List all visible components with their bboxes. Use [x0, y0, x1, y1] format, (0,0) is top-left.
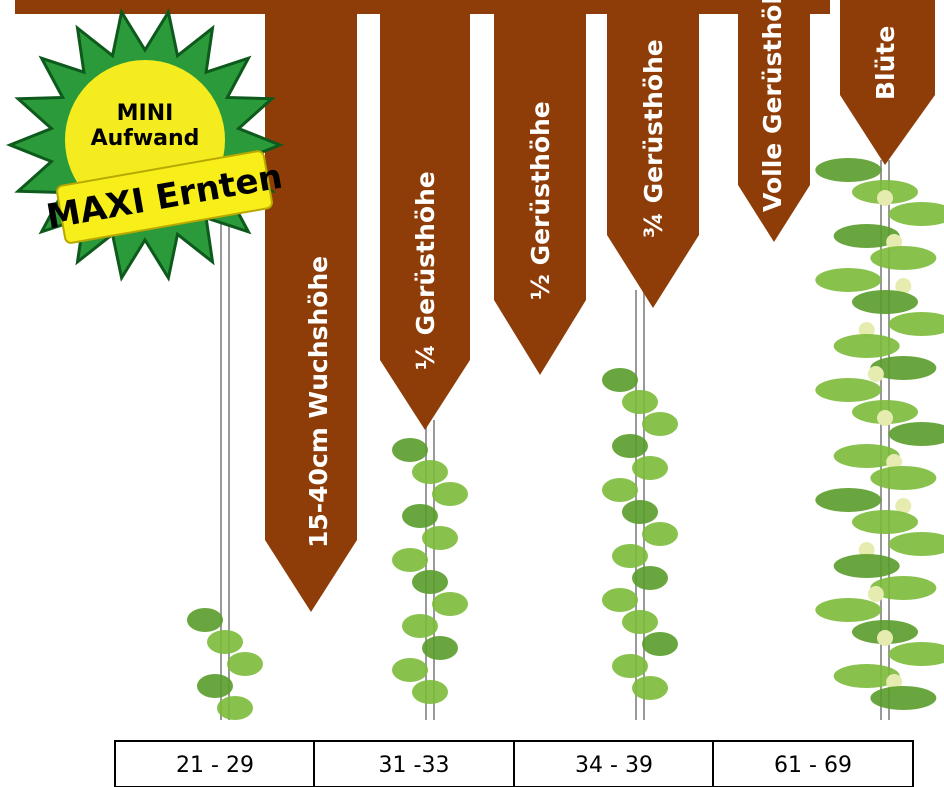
table-cell: 31 -33 [379, 753, 450, 778]
plant-part [217, 696, 253, 720]
plant-part [197, 674, 233, 698]
plant-part [602, 368, 638, 392]
plant-part [877, 410, 893, 426]
table: 21 - 29 31 -33 34 - 39 61 - 69 [115, 741, 913, 787]
plant-part [834, 334, 900, 358]
plant-part [402, 614, 438, 638]
plant-part [868, 586, 884, 602]
plant-part [852, 290, 918, 314]
stage-label: ¼ Gerüsthöhe [411, 171, 440, 370]
plant-part [392, 438, 428, 462]
plant-part [877, 630, 893, 646]
table-cell: 21 - 29 [176, 753, 254, 778]
plant-part [815, 378, 881, 402]
plant-part [870, 246, 936, 270]
plant-part [622, 500, 658, 524]
plant-part [402, 504, 438, 528]
plant-part [889, 532, 944, 556]
plant-part [227, 652, 263, 676]
plant-part [889, 422, 944, 446]
plant-part [642, 632, 678, 656]
plant-part [834, 554, 900, 578]
plant-part [422, 526, 458, 550]
badge-line1: MINI [117, 101, 174, 126]
plant-part [412, 680, 448, 704]
stage-label: 15-40cm Wuchshöhe [304, 256, 333, 548]
stage-label: ¾ Gerüsthöhe [639, 39, 668, 238]
plant-part [889, 202, 944, 226]
plant-part [432, 592, 468, 616]
stage-label: Volle Gerüsthöhe [758, 0, 787, 212]
plant-part [632, 456, 668, 480]
plant-part [392, 658, 428, 682]
table-cell: 61 - 69 [774, 753, 852, 778]
stage-label: ½ Gerüsthöhe [526, 101, 555, 300]
plant-part [207, 630, 243, 654]
badge: MINI Aufwand MAXI Ernten [10, 12, 287, 278]
plant-part [632, 676, 668, 700]
plant-part [612, 654, 648, 678]
plant-part [815, 268, 881, 292]
plant-part [815, 598, 881, 622]
plant-part [877, 190, 893, 206]
plant-part [612, 434, 648, 458]
plant-part [852, 510, 918, 534]
plant-part [422, 636, 458, 660]
plant-part [622, 610, 658, 634]
plant-part [412, 460, 448, 484]
plant-part [642, 412, 678, 436]
plant-part [432, 482, 468, 506]
plant-part [412, 570, 448, 594]
plant-part [870, 466, 936, 490]
plant-part [612, 544, 648, 568]
plant-part [632, 566, 668, 590]
plant-part [602, 588, 638, 612]
plant-part [870, 686, 936, 710]
plant-part [889, 312, 944, 336]
plant-part [392, 548, 428, 572]
plant-part [815, 158, 881, 182]
stage-label: Blüte [871, 26, 900, 100]
plant-part [622, 390, 658, 414]
badge-line2: Aufwand [91, 126, 200, 151]
plant-part [889, 642, 944, 666]
plant-part [868, 366, 884, 382]
infographic: 15-40cm Wuchshöhe ¼ Gerüsthöhe ½ Gerüsth… [0, 0, 944, 787]
plant-part [815, 488, 881, 512]
table-cell: 34 - 39 [575, 753, 653, 778]
plant-part [187, 608, 223, 632]
plant-part [602, 478, 638, 502]
plant-part [642, 522, 678, 546]
page: 15-40cm Wuchshöhe ¼ Gerüsthöhe ½ Gerüsth… [0, 0, 944, 787]
